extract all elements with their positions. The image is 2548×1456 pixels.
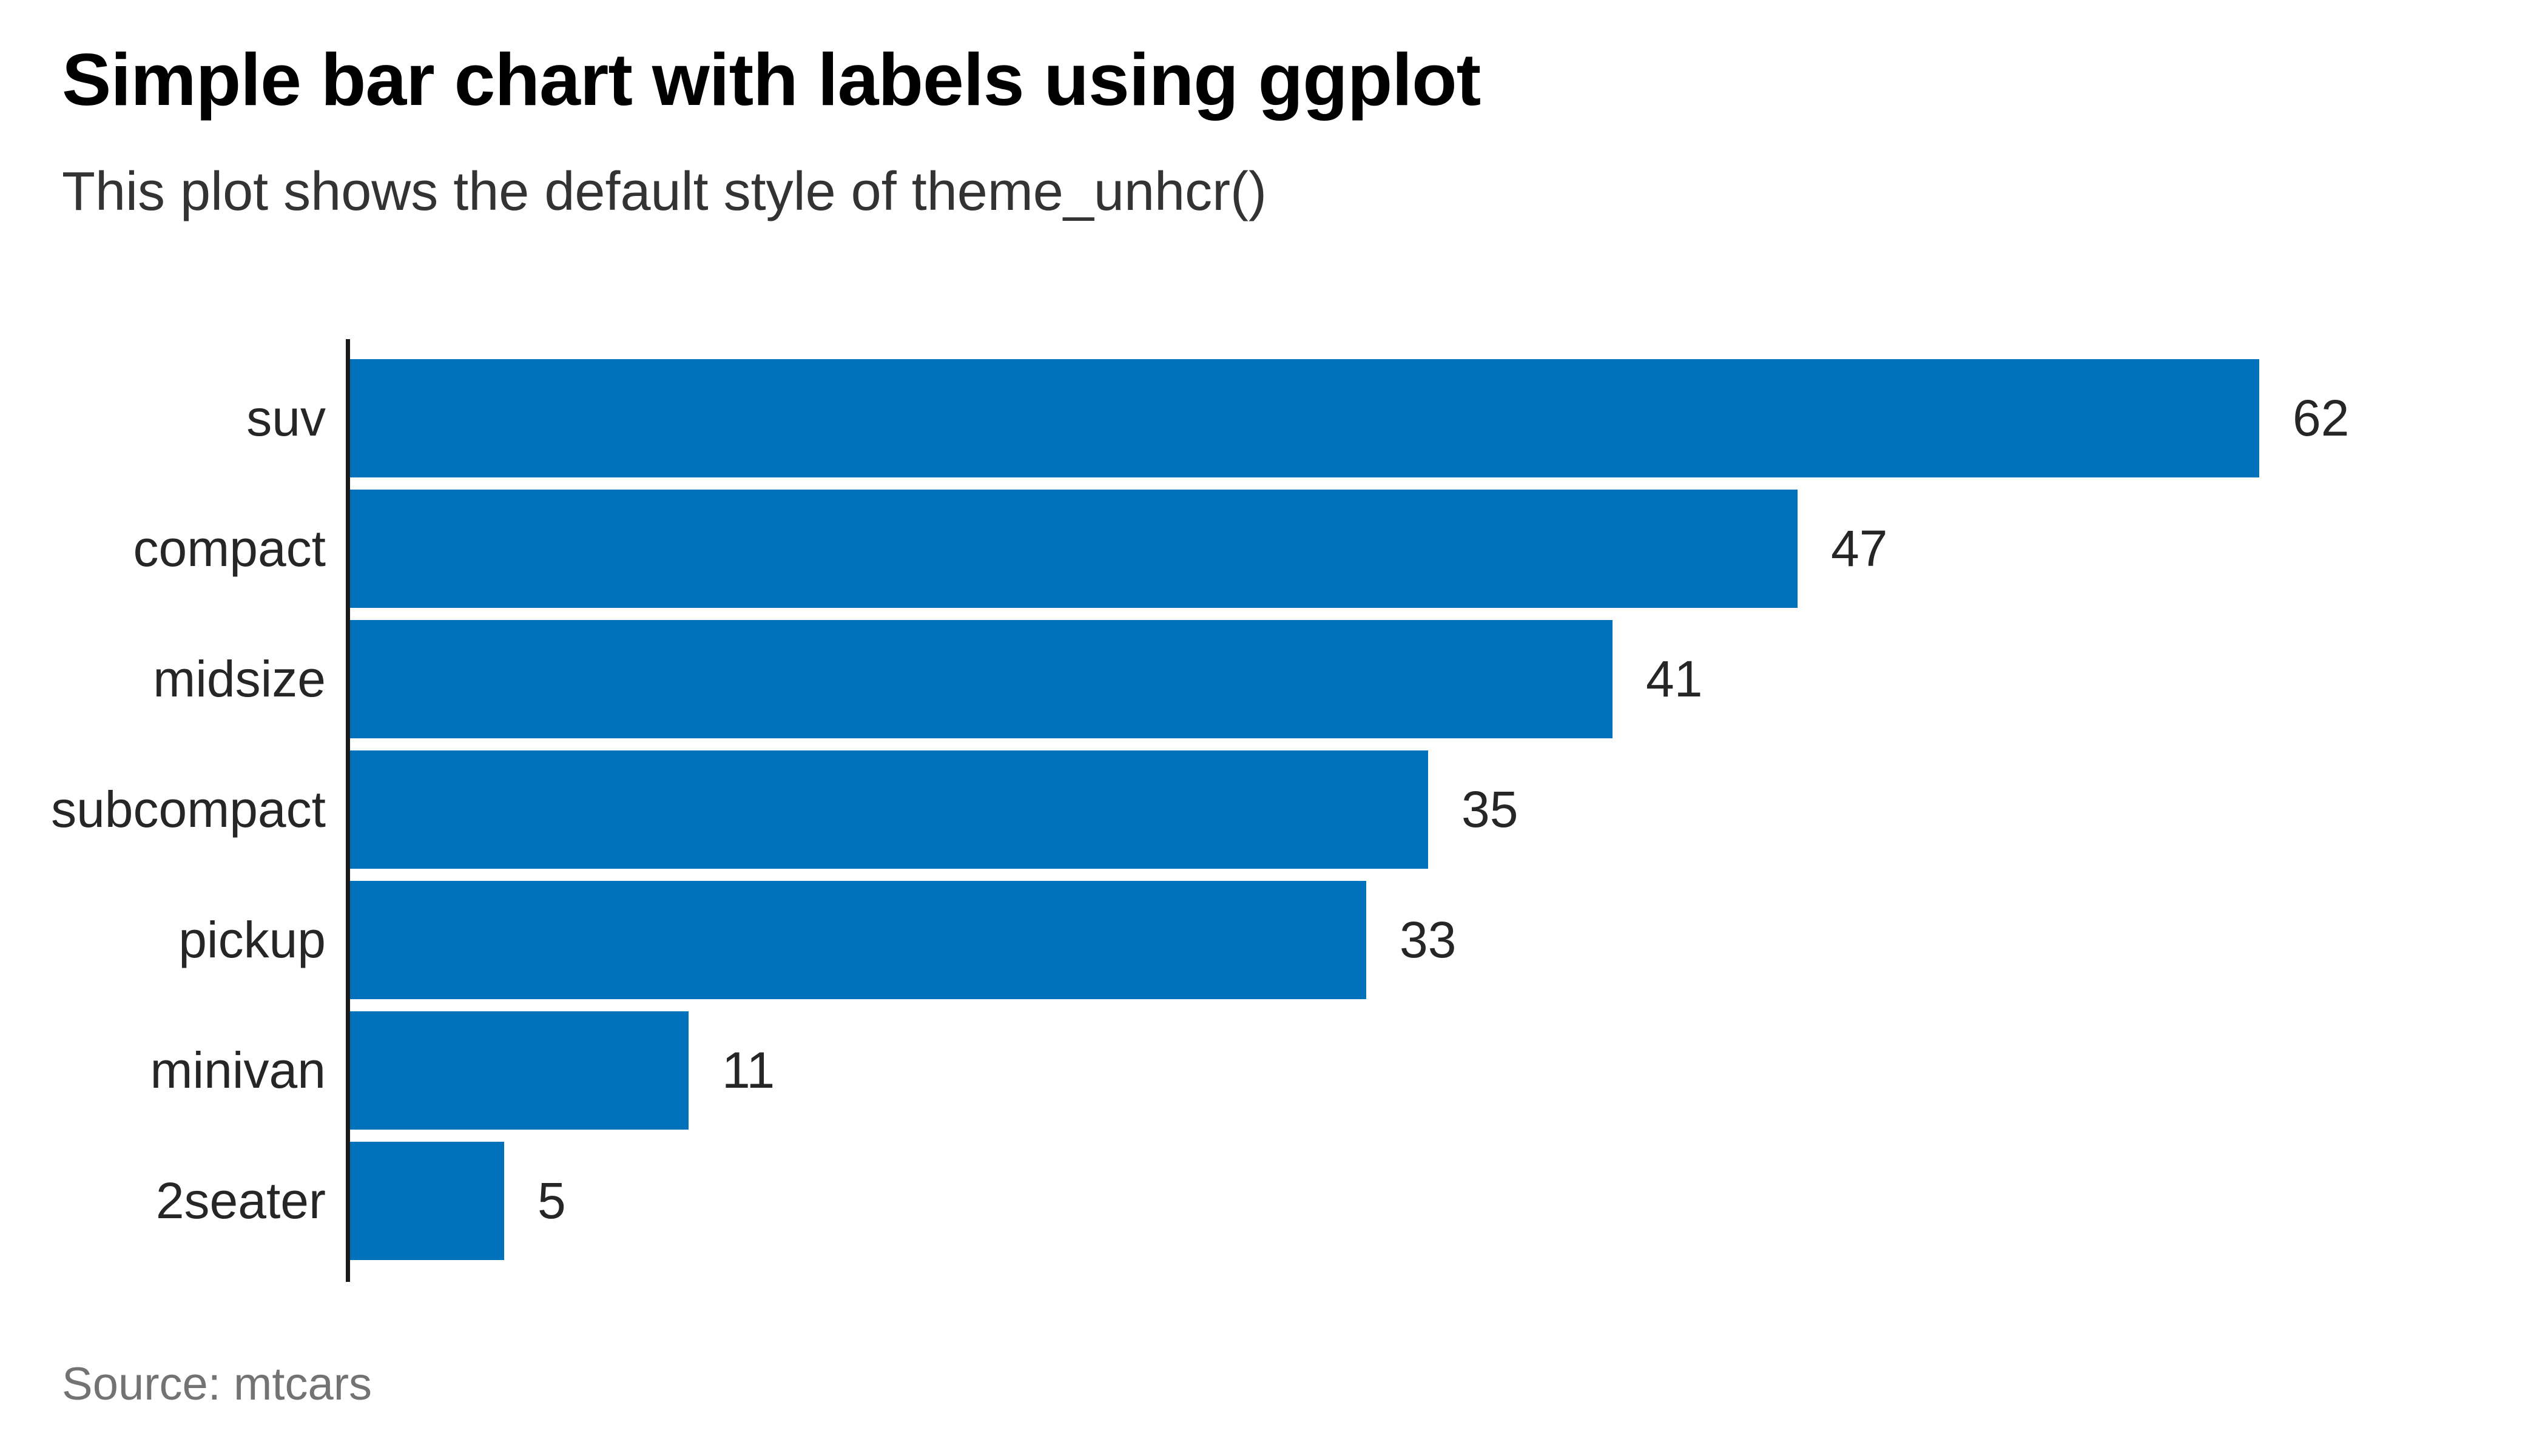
category-label: minivan (150, 1042, 326, 1099)
category-label: compact (133, 520, 326, 577)
value-label: 35 (1461, 781, 1518, 838)
value-label: 62 (2293, 389, 2350, 447)
bar (350, 1011, 689, 1130)
bar (350, 1142, 504, 1260)
category-label: 2seater (155, 1172, 326, 1229)
source-caption: Source: mtcars (62, 1358, 372, 1410)
category-label: pickup (178, 911, 326, 968)
value-label: 5 (538, 1172, 566, 1229)
bar (350, 881, 1366, 999)
value-label: 41 (1646, 650, 1703, 707)
category-label: subcompact (51, 781, 326, 838)
bar (350, 359, 2259, 477)
value-label: 47 (1831, 520, 1888, 577)
value-label: 33 (1400, 911, 1457, 968)
chart-subtitle: This plot shows the default style of the… (62, 161, 1267, 222)
category-label: midsize (153, 650, 326, 707)
y-axis-line (346, 339, 350, 1282)
bar (350, 490, 1798, 608)
bar (350, 620, 1613, 738)
category-label: suv (246, 389, 326, 447)
chart-title: Simple bar chart with labels using ggplo… (62, 38, 1481, 121)
value-label: 11 (722, 1042, 775, 1099)
bar (350, 750, 1428, 869)
